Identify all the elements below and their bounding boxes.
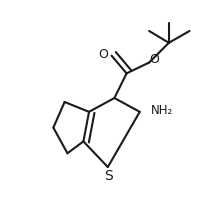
Text: O: O: [149, 53, 159, 66]
Text: O: O: [98, 48, 108, 61]
Text: S: S: [104, 169, 113, 183]
Text: NH₂: NH₂: [151, 104, 173, 117]
